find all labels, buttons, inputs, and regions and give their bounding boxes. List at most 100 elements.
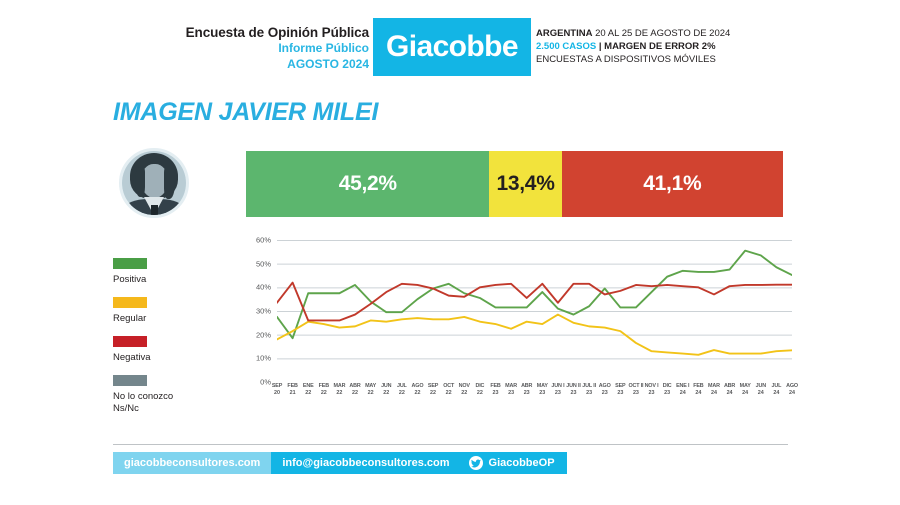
footer-website[interactable]: giacobbeconsultores.com [113,452,272,474]
header-report-type: Informe Público [278,41,369,56]
chart-x-tick-year: 24 [710,390,717,397]
chart-x-tick-month: SEP [271,383,283,389]
chart-x-axis: SEP 20 FEB 21 ENE 22 FEB 22 MAR 22 ABR 22 MAY 22 JUN 22… [272,383,798,405]
chart-y-tick: 60% [255,235,271,245]
legend-item-regular: Regular [113,296,223,325]
chart-x-tick-month: MAR [505,383,517,389]
chart-y-tick: 20% [255,330,271,340]
legend-item-no-conozco: No lo conozco Ns/Nc [113,374,223,415]
footer-email[interactable]: info@giacobbeconsultores.com [271,452,461,474]
summary-value-negativa: 41,1% [643,172,702,195]
portrait-photo [122,151,186,215]
chart-x-tick-year: 24 [742,390,749,397]
chart-x-tick-year: 22 [305,390,312,397]
header-date-range: 20 AL 25 DE AGOSTO DE 2024 [595,28,731,39]
chart-x-tick: JUL 22 [385,383,419,398]
chart-x-tick-year: 21 [289,390,296,397]
chart-x-tick-year: 23 [523,390,530,397]
summary-segment-negativa: 41,1% [561,151,783,217]
portrait-tie [151,205,158,215]
footer-divider [113,444,788,445]
chart-series-lines [277,249,792,356]
chart-x-tick: AGO 24 [775,383,809,398]
chart-x-tick: ABR 23 [510,383,544,398]
chart-x-tick-month: JUN [755,383,766,389]
chart-plot-area [277,240,792,382]
summary-stacked-bar: 45,2% 13,4% 41,1% [246,151,783,217]
chart-x-tick-year: 20 [274,390,280,397]
summary-value-positiva: 45,2% [338,172,397,195]
chart-x-tick-year: 22 [445,390,452,397]
chart-x-tick-month: MAR [708,383,720,389]
chart-x-tick-month: JUN I [551,383,565,389]
header-country: ARGENTINA [536,28,593,39]
chart-line-regular [277,313,792,356]
chart-x-tick-month: MAR [333,383,346,389]
chart-x-tick-year: 22 [336,390,343,397]
chart-x-tick-year: 23 [554,390,561,397]
footer-twitter[interactable]: GiacobbeOP [460,452,567,474]
chart-x-tick-month: MAY [739,383,751,389]
chart-x-tick-month: DIC [475,383,485,389]
chart-y-tick: 10% [255,353,271,363]
trend-line-chart: 0% 10% 20% 30% 40% 50% 60% SEP 20 FEB 21 ENE 22 FEB 2… [244,236,798,405]
chart-x-tick-month: ENE I [676,383,690,389]
summary-segment-positiva: 45,2% [246,151,490,217]
giacobbe-logo: Giacobbe [373,18,531,76]
legend-label-positiva: Positiva [113,274,147,285]
chart-x-tick: JUN 24 [744,383,778,398]
header-country-date: ARGENTINA 20 AL 25 DE AGOSTO DE 2024 [536,27,730,40]
chart-x-tick-year: 23 [570,390,577,397]
chart-x-tick: MAY 24 [728,383,762,398]
chart-x-tick-month: FEB [287,383,298,389]
chart-x-tick: AGO 22 [400,383,434,398]
header-separator: | [598,41,602,53]
chart-x-tick: MAR 23 [494,383,528,398]
chart-x-tick-month: JUN [381,383,392,389]
summary-segment-regular: 13,4% [489,151,562,217]
page-title: IMAGEN JAVIER MILEI [113,98,379,126]
chart-x-tick-month: MAY [536,383,548,389]
chart-x-tick: SEP 23 [603,383,637,398]
chart-x-tick-month: OCT [443,383,455,389]
legend-label-regular: Regular [113,312,147,324]
chart-x-tick-year: 23 [601,390,608,397]
chart-x-tick-year: 24 [773,390,780,397]
chart-x-tick-year: 22 [352,390,359,397]
chart-y-tick: 40% [255,282,271,292]
chart-x-tick-month: FEB [318,383,329,389]
chart-x-tick-year: 24 [695,390,702,397]
header-cases: 2.500 CASOS [536,41,597,53]
chart-x-tick-month: FEB [490,383,501,389]
chart-x-tick: JUN II 23 [557,383,591,398]
chart-x-tick-month: NOV I [644,383,659,389]
portrait-hair-right [164,167,175,199]
chart-x-tick: FEB 21 [276,383,310,398]
chart-x-tick-month: SEP [615,383,626,389]
chart-x-tick-year: 23 [539,390,546,397]
legend-label-no-conozco: No lo conozco Ns/Nc [113,390,174,414]
chart-x-tick-year: 22 [398,390,405,397]
chart-x-tick-year: 23 [648,390,655,397]
chart-x-tick: JUL 24 [759,383,793,398]
chart-x-tick: ABR 24 [713,383,747,398]
chart-line-positiva [277,249,792,340]
legend-item-negativa: Negativa [113,335,223,364]
chart-x-tick-month: FEB [693,383,704,389]
chart-x-tick-month: ENE [302,383,314,389]
logo-text: Giacobbe [386,30,519,63]
chart-x-tick-year: 23 [508,390,515,397]
chart-x-tick-month: SEP [427,383,439,389]
chart-y-tick: 0% [260,377,271,387]
chart-x-tick-year: 24 [679,390,686,397]
chart-x-tick: JUN 22 [369,383,403,398]
chart-x-tick-month: AGO [598,383,611,389]
chart-x-tick-month: AGO [411,383,424,389]
chart-x-tick-year: 23 [586,390,593,397]
chart-x-tick: MAY 23 [525,383,559,398]
chart-x-tick-year: 22 [383,390,390,397]
chart-x-tick-month: JUL [771,383,782,389]
chart-x-tick-month: AGO [786,383,798,389]
legend-label-negativa: Negativa [113,351,151,363]
chart-x-tick: SEP 20 [260,383,294,398]
